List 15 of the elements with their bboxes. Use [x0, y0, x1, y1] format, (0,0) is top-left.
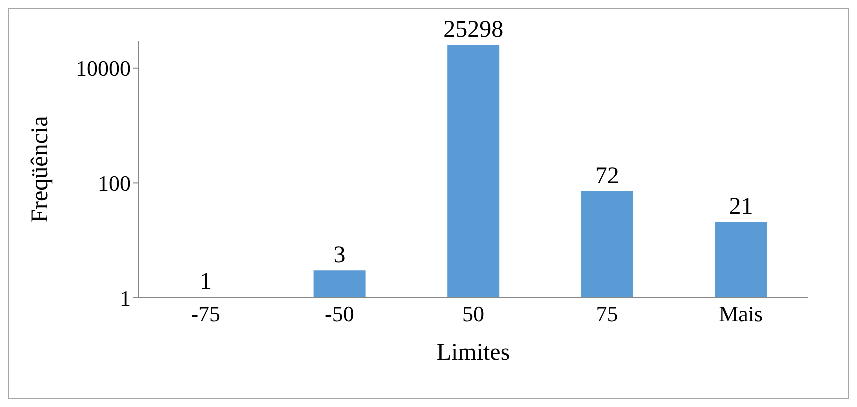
- y-axis-title: Freqüência: [28, 116, 54, 223]
- y-tick-label: 100: [98, 171, 131, 196]
- x-tick-label: Mais: [719, 302, 764, 327]
- x-tick-label: 75: [596, 302, 618, 327]
- data-label: 21: [729, 194, 754, 220]
- data-label: 72: [595, 163, 620, 190]
- data-label: 3: [334, 242, 346, 269]
- y-tick-label: 10000: [76, 56, 131, 82]
- x-axis-title: Limites: [436, 340, 510, 366]
- data-label: 1: [200, 269, 212, 295]
- x-tick-label: 50: [462, 302, 484, 327]
- y-tick-label: 1: [120, 286, 131, 311]
- data-label: 25298: [444, 17, 504, 44]
- x-tick-label: -50: [325, 302, 354, 327]
- x-tick-label: -75: [191, 302, 221, 327]
